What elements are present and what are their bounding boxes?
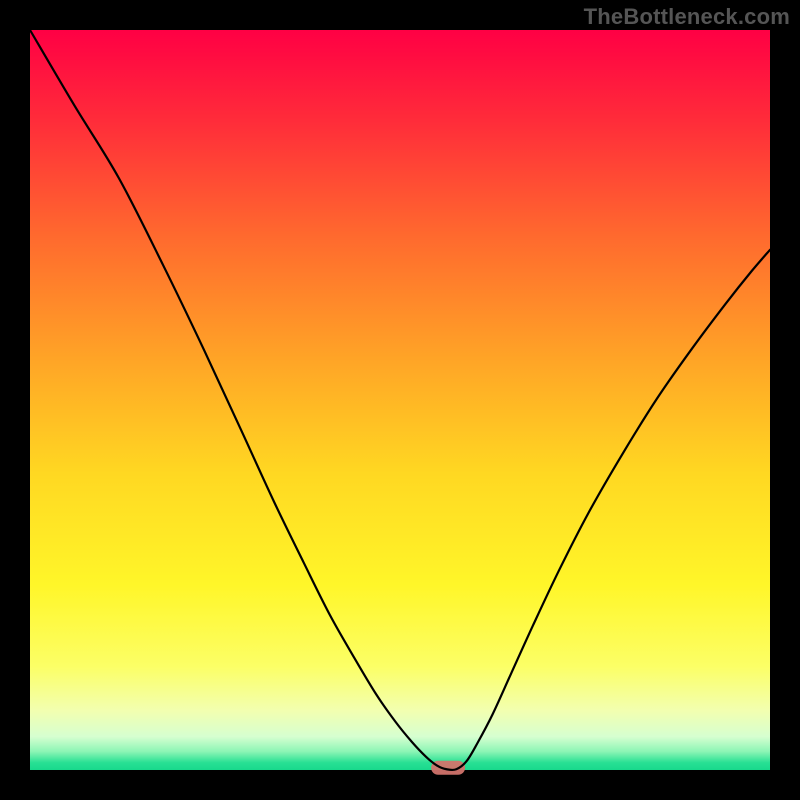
watermark-text: TheBottleneck.com	[584, 4, 790, 30]
chart-svg	[0, 0, 800, 800]
bottleneck-chart: TheBottleneck.com	[0, 0, 800, 800]
gradient-background	[30, 30, 770, 770]
